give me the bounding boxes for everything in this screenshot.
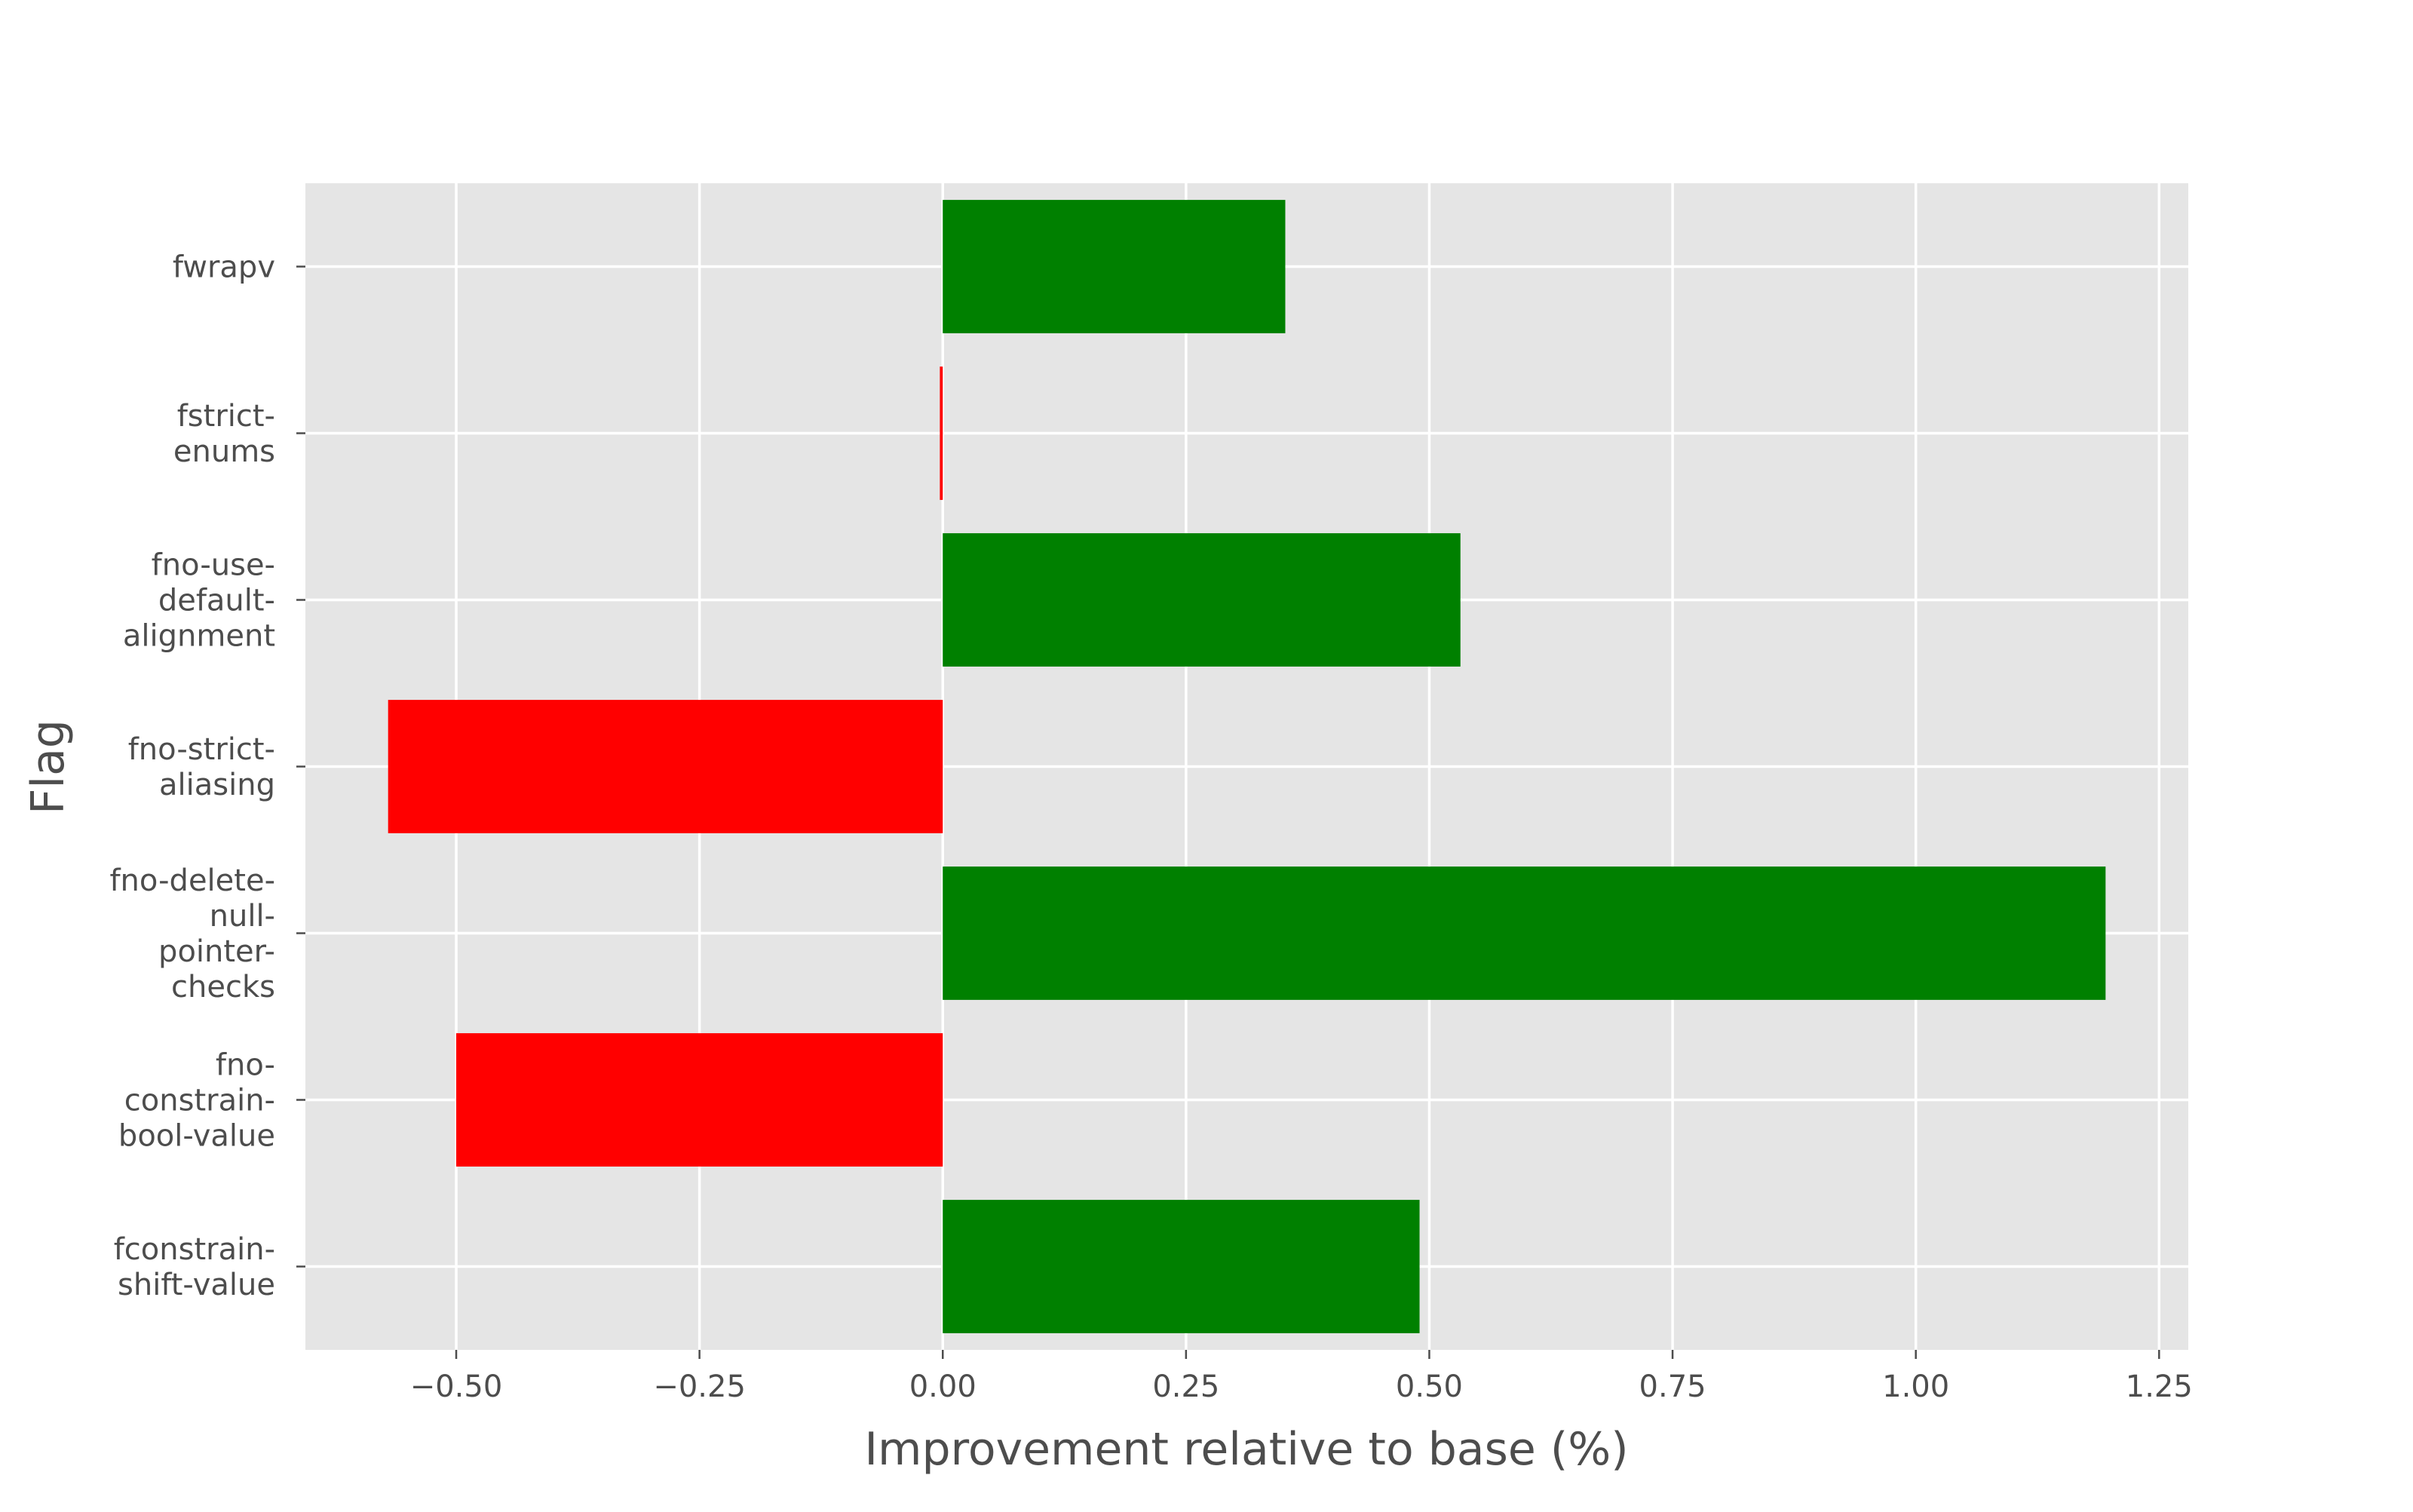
y-tick-label: fno-use-default-alignment — [123, 548, 275, 654]
bars — [388, 200, 2106, 1333]
x-tick-label: −0.25 — [653, 1369, 746, 1404]
x-tick-label: 0.25 — [1152, 1369, 1219, 1404]
bar-fno-use-default-alignment — [943, 533, 1461, 667]
y-tick-label: fstrict-enums — [173, 399, 275, 469]
x-tick-label: 1.00 — [1882, 1369, 1949, 1404]
y-tick-label: fno-delete-null-pointer-checks — [109, 863, 275, 1004]
y-axis-ticks: fconstrain-shift-value fno-constrain-bool… — [109, 250, 305, 1302]
bar-fno-delete-null-pointer-checks — [943, 866, 2106, 1000]
x-axis-title: Improvement relative to base (%) — [864, 1423, 1628, 1476]
x-axis-ticks: −0.50 −0.25 0.00 0.25 0.50 0.75 1.00 1.25 — [410, 1350, 2193, 1404]
y-tick-label: fno-constrain-bool-value — [118, 1048, 275, 1154]
y-tick-label: fwrapv — [173, 250, 275, 285]
x-tick-label: 0.00 — [909, 1369, 977, 1404]
bar-fconstrain-shift-value — [943, 1200, 1420, 1333]
bar-fno-strict-aliasing — [388, 700, 943, 833]
y-tick-label: fno-strict-aliasing — [128, 732, 275, 802]
x-tick-label: 0.75 — [1639, 1369, 1706, 1404]
x-tick-label: 1.25 — [2126, 1369, 2193, 1404]
x-tick-label: −0.50 — [410, 1369, 503, 1404]
bar-fstrict-enums — [940, 366, 943, 500]
bar-fno-constrain-bool-value — [456, 1033, 943, 1167]
y-axis-title: Flag — [22, 719, 75, 814]
bar-fwrapv — [943, 200, 1286, 333]
y-tick-label: fconstrain-shift-value — [114, 1232, 275, 1302]
x-tick-label: 0.50 — [1396, 1369, 1463, 1404]
